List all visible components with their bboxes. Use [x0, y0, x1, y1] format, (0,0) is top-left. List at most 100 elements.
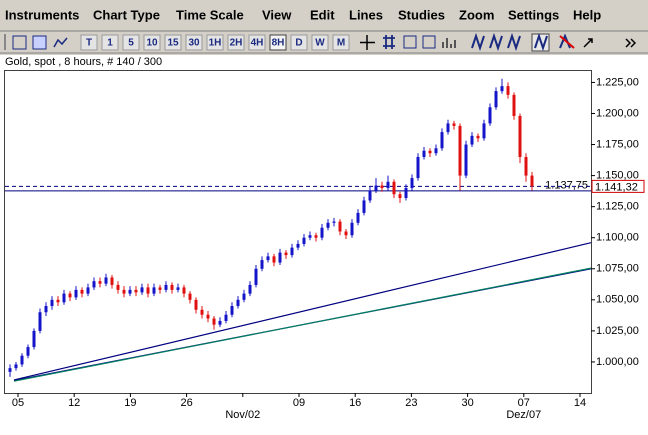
toolbar-icons[interactable]	[12, 32, 637, 52]
candle-body	[458, 125, 462, 176]
candle-body	[350, 222, 354, 236]
candle-body	[128, 289, 132, 294]
y-tick-label: 1.150,00	[596, 170, 639, 182]
candle-body	[302, 237, 306, 244]
menu-item[interactable]: Help	[573, 7, 601, 22]
timescale-label[interactable]: M	[337, 38, 345, 49]
menu-item[interactable]: Edit	[310, 7, 335, 22]
timescale-button[interactable]	[248, 34, 266, 51]
y-tick-label: 1.000,00	[596, 356, 639, 368]
timescale-label[interactable]: 15	[167, 38, 179, 49]
icon-crosshair[interactable]	[360, 35, 375, 50]
timescale-label[interactable]: 1	[107, 38, 113, 49]
candle-body	[176, 287, 180, 290]
x-tick-label: 19	[124, 397, 136, 409]
timescale-label[interactable]: T	[86, 38, 92, 49]
toolbar: T 1 5 10 15 30 1H 2H 4H 8H D W M	[4, 32, 637, 52]
candle-body	[68, 293, 72, 298]
timescale-button[interactable]	[206, 34, 224, 51]
trendline	[13, 267, 592, 382]
candle-body	[518, 115, 522, 157]
candle-body	[488, 107, 492, 124]
candle-body	[50, 299, 54, 307]
icon-a[interactable]	[403, 35, 417, 49]
menu-item[interactable]: Chart Type	[93, 7, 160, 22]
candle-body	[26, 347, 30, 356]
candle-body	[164, 284, 168, 290]
candle-body	[404, 188, 408, 198]
icon-grid[interactable]	[383, 35, 395, 49]
price-box	[591, 179, 645, 193]
x-sublabel: Nov/02	[225, 409, 260, 421]
timescale-label[interactable]: 8H	[272, 38, 285, 49]
candle-body	[452, 123, 456, 126]
candle-body	[380, 185, 384, 189]
y-tick-label: 1.225,00	[596, 76, 639, 88]
timescale-button[interactable]	[185, 34, 203, 51]
candle-body	[512, 94, 516, 116]
timescale-label[interactable]: D	[295, 38, 302, 49]
timescale-button[interactable]	[164, 34, 182, 51]
candle-body	[446, 123, 450, 133]
timescale-label[interactable]: 1H	[209, 38, 222, 49]
candle-body	[248, 284, 252, 294]
candle-body	[530, 175, 534, 187]
timescale-button[interactable]	[269, 34, 287, 51]
timescale-button[interactable]	[80, 34, 98, 51]
x-tick-label: 09	[293, 397, 305, 409]
timescale-button[interactable]	[143, 34, 161, 51]
icon-volume[interactable]	[442, 38, 456, 48]
candle-body	[368, 190, 372, 201]
grip	[4, 34, 6, 50]
timescale-button[interactable]	[227, 34, 245, 51]
candle-body	[152, 287, 156, 294]
timescale-label[interactable]: 4H	[251, 38, 264, 49]
candle-body	[206, 314, 210, 319]
menu-item[interactable]: Time Scale	[176, 7, 244, 22]
icon-b[interactable]	[422, 35, 436, 49]
timescale-label[interactable]: 2H	[230, 38, 243, 49]
icon-w3[interactable]	[507, 32, 521, 52]
icon-more[interactable]	[625, 38, 637, 48]
icon-delete[interactable]	[559, 35, 575, 49]
timescale-label[interactable]: 10	[146, 38, 158, 49]
menu-item[interactable]: Settings	[508, 7, 559, 22]
timescale-button[interactable]	[101, 34, 119, 51]
timescale-label[interactable]: 5	[128, 38, 134, 49]
trendline	[13, 242, 592, 381]
menu-item[interactable]: Zoom	[459, 7, 494, 22]
timescale-label[interactable]: 30	[188, 38, 200, 49]
candle-body	[260, 260, 264, 269]
icon-bars[interactable]	[12, 35, 27, 50]
candle-body	[212, 318, 216, 325]
menu-item[interactable]: Instruments	[5, 7, 79, 22]
candle-body	[20, 355, 24, 365]
icon-line[interactable]	[53, 37, 68, 48]
timescale-label[interactable]: W	[315, 38, 325, 49]
candle-body	[440, 132, 444, 149]
candle-body	[14, 364, 18, 369]
menu-item[interactable]: View	[262, 7, 292, 22]
plot-area	[4, 70, 592, 394]
level-label: 1.137,75	[545, 180, 588, 192]
timescale-button[interactable]	[290, 34, 308, 51]
menu-item[interactable]: Studies	[398, 7, 445, 22]
icon-w2[interactable]	[489, 32, 503, 52]
candle-body	[104, 277, 108, 284]
candle-body	[278, 252, 282, 263]
menu-item[interactable]: Lines	[349, 7, 383, 22]
candle-body	[344, 231, 348, 236]
icon-candles[interactable]	[32, 35, 47, 50]
candle-body	[320, 227, 324, 238]
timescale-button[interactable]	[122, 34, 140, 51]
timescale-button[interactable]	[311, 34, 329, 51]
candle-body	[500, 86, 504, 92]
icon-w1[interactable]	[471, 32, 485, 52]
timescale-button[interactable]	[332, 34, 350, 51]
candle-body	[182, 287, 186, 294]
icon-w4[interactable]	[534, 32, 548, 52]
y-tick-label: 1.175,00	[596, 138, 639, 150]
icon-pointer[interactable]	[583, 38, 593, 48]
candle-body	[62, 293, 66, 303]
candle-body	[254, 268, 258, 285]
